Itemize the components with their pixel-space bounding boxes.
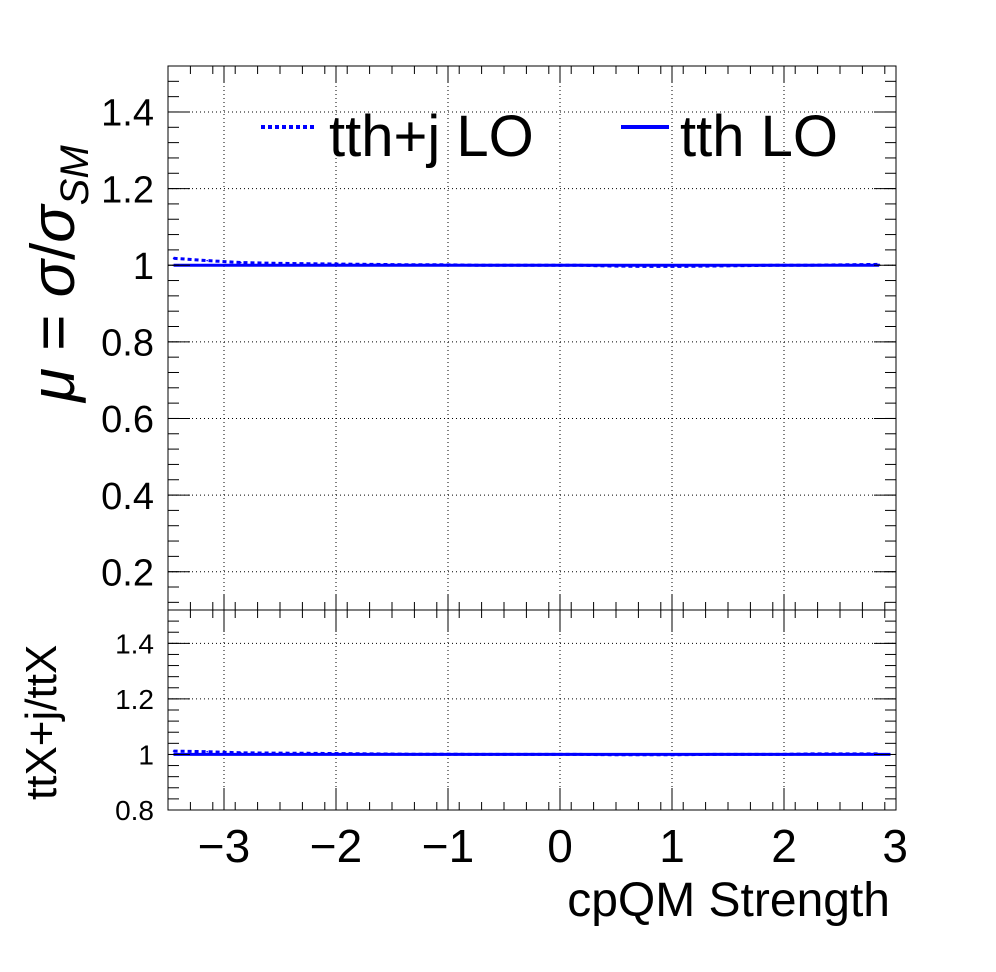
data-point [777,264,780,267]
data-point [273,262,276,265]
data-point [744,264,746,267]
ylabel-sigma: σ [19,257,88,297]
legend: tth+j LO tth LO [261,104,838,169]
main-plot-panel: 0.20.40.60.811.21.4 μ = σ/σSM tth+j LO t… [19,65,897,611]
data-point [408,264,410,267]
xtick-labels: −3 −2 −1 0 1 2 3 [198,820,908,872]
legend-label-tth: tth LO [680,104,838,169]
data-point [240,261,242,264]
main-series-group [172,256,880,268]
main-ticks [167,66,897,610]
data-point [542,264,544,267]
main-ytick-labels: 0.2 0.4 0.6 0.8 1 1.2 1.4 [101,93,154,595]
ytick-label: 1.2 [115,684,154,715]
data-point [508,264,511,267]
ytick-label: 1.4 [101,93,154,135]
data-point [643,264,645,267]
data-point [340,264,343,267]
ytick-label: 0.8 [115,795,154,826]
data-point [844,264,847,267]
xtick-label: 3 [882,820,908,872]
xtick-label: −1 [422,820,474,872]
ytick-label: 0.8 [101,323,154,365]
ratio-plot-panel: 0.8 1 1.2 1.4 −3 −2 −1 0 1 2 3 ttX+j/ttX cpQM Str… [17,609,908,927]
legend-label-tthj: tth+j LO [329,104,534,169]
data-point [172,750,175,752]
ytick-label: 0.2 [101,552,154,594]
data-point [273,264,276,267]
xlabel: cpQM Strength [567,874,890,927]
data-point [240,264,242,267]
data-point [811,264,813,267]
main-ylabel: μ = σ/σSM [19,145,97,404]
xtick-label: 2 [771,820,797,872]
ytick-label: 1.2 [101,169,154,211]
ratio-plot-frame [167,609,897,811]
ratio-ylabel: ttX+j/ttX [17,645,66,800]
data-point [206,259,208,262]
ylabel-mu: μ [19,368,88,404]
ytick-label: 0.6 [101,399,154,441]
ylabel-slash: / [19,242,88,260]
ytick-label: 1 [133,246,154,288]
xtick-label: 1 [659,820,685,872]
ytick-label: 1 [138,740,154,771]
data-point [676,264,679,267]
xtick-label: 0 [547,820,573,872]
ylabel-sigma-denominator: σ [19,203,88,243]
data-point [206,750,208,753]
data-point [374,264,377,267]
data-point [172,257,175,260]
ytick-label: 1.4 [115,628,154,659]
data-point [441,264,444,267]
ytick-label: 0.4 [101,476,154,518]
ylabel-equals: = [19,297,88,368]
ylabel-subscript: SM [53,145,97,206]
data-point [576,264,578,267]
xtick-label: −2 [310,820,362,872]
xtick-label: −3 [198,820,250,872]
ratio-ytick-labels: 0.8 1 1.2 1.4 [115,628,154,826]
data-point [206,264,208,267]
data-point [710,264,712,267]
data-point [475,264,477,267]
data-point [609,264,612,267]
data-point [307,264,309,267]
